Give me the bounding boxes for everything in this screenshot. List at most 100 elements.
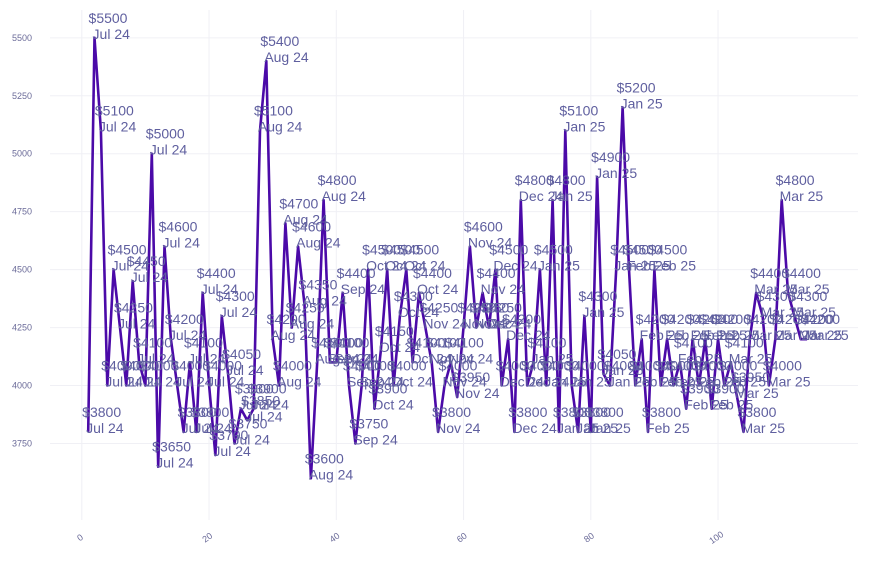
- data-label: $4100 Feb 25: [674, 334, 722, 366]
- data-label: $4400 Nov 24: [477, 265, 526, 297]
- data-label-text: $4400 Mar 25: [782, 265, 830, 297]
- data-label-text: $3750 Sep 24: [349, 416, 398, 448]
- data-label-text: $4250 Nov 24: [470, 300, 519, 332]
- data-label-text: $4300 Oct 24: [394, 288, 439, 320]
- data-label: $3900 Oct 24: [368, 381, 413, 413]
- data-label: $4500 Dec 24: [489, 242, 538, 274]
- data-label-text: $4250 Jul 24: [114, 300, 156, 332]
- data-label-text: $3800 Nov 24: [432, 404, 481, 436]
- data-label: $4400 Mar 25: [782, 265, 830, 297]
- data-label-text: $4500 Oct 24: [400, 242, 445, 274]
- data-label: $4200 Mar 25: [801, 311, 849, 343]
- data-label-text: $4800 Jan 25: [547, 172, 593, 204]
- data-label: $4150 Oct 24: [375, 323, 420, 355]
- series-line: [86, 36, 808, 480]
- data-label-text: $5000 Jul 24: [146, 126, 188, 158]
- data-label: $4250 Nov 24: [419, 300, 468, 332]
- data-label-text: $5500 Jul 24: [89, 10, 131, 42]
- data-label: $4300 Jul 24: [216, 288, 258, 320]
- data-label-text: $4500 Feb 25: [648, 242, 696, 274]
- data-label: $4000 Jul 24: [101, 358, 143, 390]
- data-label: $4200 Mar 25: [769, 311, 817, 343]
- data-label: $4500 Jan 25: [610, 242, 656, 274]
- data-label: $3800 Jan 25: [553, 404, 599, 436]
- data-label-text: $4000 Dec 24: [521, 358, 570, 390]
- data-label-text: $3900 Jul 24: [235, 381, 277, 413]
- data-label: $5500 Jul 24: [89, 10, 131, 42]
- data-label-text: $3800 Jul 24: [82, 404, 124, 436]
- data-label-text: $4000 Aug 24: [273, 358, 322, 390]
- data-label-text: $4800 Dec 24: [515, 172, 564, 204]
- data-label-text: $4100 Nov 24: [426, 334, 475, 366]
- data-label-text: $4500 Feb 25: [623, 242, 671, 274]
- data-label: $5100 Jul 24: [95, 103, 137, 135]
- data-label: $3800 Jul 24: [190, 404, 232, 436]
- data-label-text: $4000 Jan 25: [604, 358, 650, 390]
- grid: [50, 10, 858, 520]
- data-label: $4600 Nov 24: [464, 218, 513, 250]
- data-label: $4400 Mar 25: [750, 265, 798, 297]
- data-label-text: $3900 Jul 24: [248, 381, 290, 413]
- data-label: $4500 Oct 24: [362, 242, 407, 274]
- data-label-text: $4350 Aug 24: [298, 276, 347, 308]
- data-label-text: $3650 Jul 24: [152, 439, 194, 471]
- data-label: $3900 Feb 25: [706, 381, 754, 413]
- data-label-text: $4200 Jul 24: [165, 311, 207, 343]
- data-label-text: $3750 Jul 24: [229, 416, 271, 448]
- data-label-text: $4300 Jul 24: [216, 288, 258, 320]
- data-label: $4000 Jul 24: [203, 358, 245, 390]
- data-label-text: $3800 Jul 24: [190, 404, 232, 436]
- data-label-text: $4300 Mar 25: [757, 288, 805, 320]
- data-label-text: $4200 Feb 25: [687, 311, 735, 343]
- data-label: $4200 Jul 24: [165, 311, 207, 343]
- data-label: $4250 Dec 24: [483, 300, 532, 332]
- data-label: $4250 Jul 24: [114, 300, 156, 332]
- data-label-text: $3800 Jan 25: [572, 404, 618, 436]
- data-label-text: $3800 Jul 24: [178, 404, 220, 436]
- data-label: $4000 Sep 24: [356, 358, 405, 390]
- data-label: $4100 Jul 24: [184, 334, 226, 366]
- data-label-text: $4800 Aug 24: [318, 172, 367, 204]
- data-label: $4100 Jul 24: [133, 334, 175, 366]
- data-label-text: $4400 Jul 24: [197, 265, 239, 297]
- data-label-text: $4450 Jul 24: [127, 253, 169, 285]
- data-label: $3750 Sep 24: [349, 416, 398, 448]
- data-label-text: $4300 Mar 25: [788, 288, 836, 320]
- data-label-text: $4200 Dec 24: [502, 311, 551, 343]
- data-label-text: $3800 Mar 25: [737, 404, 785, 436]
- data-label-text: $4000 Mar 25: [763, 358, 811, 390]
- data-label-text: $4500 Oct 24: [381, 242, 426, 274]
- data-label-text: $4000 Jul 24: [139, 358, 181, 390]
- data-label: $3900 Jul 24: [235, 381, 277, 413]
- data-label: $4000 Feb 25: [667, 358, 715, 390]
- data-label-text: $4250 Dec 24: [483, 300, 532, 332]
- data-label: $4200 Feb 25: [636, 311, 684, 343]
- data-label-text: $4000 Dec 24: [496, 358, 545, 390]
- data-label: $4100 Nov 24: [426, 334, 475, 366]
- data-label-text: $4600 Nov 24: [464, 218, 513, 250]
- data-label: $4100 Sep 24: [330, 334, 379, 366]
- data-label: $4600 Aug 24: [292, 218, 341, 250]
- data-label: $4100 Aug 24: [311, 334, 360, 366]
- y-tick-label: 4000: [12, 381, 32, 391]
- data-label: $4000 Jan 25: [566, 358, 612, 390]
- data-label: $4000 Jan 25: [540, 358, 586, 390]
- data-label: $5400 Aug 24: [260, 33, 309, 65]
- x-axis: 0 20 40 60 80 100: [75, 529, 725, 546]
- data-label-text: $4200 Mar 25: [769, 311, 817, 343]
- data-label: $4000 Dec 24: [521, 358, 570, 390]
- data-label-text: $4100 Feb 25: [674, 334, 722, 366]
- data-label-text: $4000 Jul 24: [120, 358, 162, 390]
- data-label-text: $4200 Mar 25: [795, 311, 843, 343]
- y-tick-label: 5500: [12, 33, 32, 43]
- data-label-text: $3800 Dec 24: [508, 404, 557, 436]
- data-label: $4000 Oct 24: [388, 358, 433, 390]
- data-label: $3950 Nov 24: [451, 369, 500, 401]
- data-label-text: $3800 Feb 25: [642, 404, 690, 436]
- data-label: $4000 Feb 25: [629, 358, 677, 390]
- data-label: $4100 Oct 24: [407, 334, 452, 366]
- data-label: $4000 Jan 25: [604, 358, 650, 390]
- x-tick-label: 60: [455, 531, 469, 545]
- data-label: $4200 Mar 25: [744, 311, 792, 343]
